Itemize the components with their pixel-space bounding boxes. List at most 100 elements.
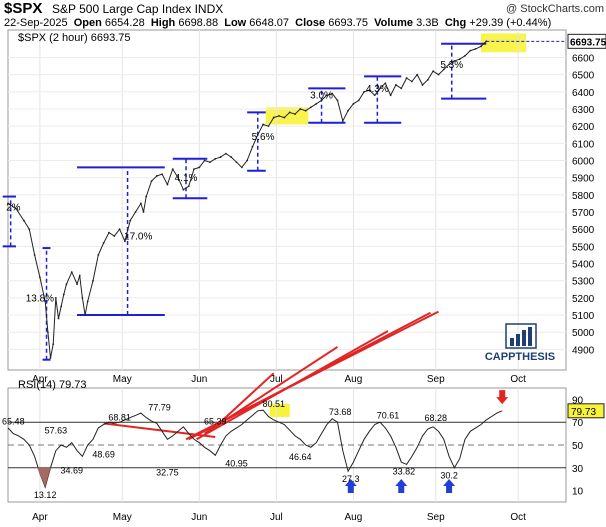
rsi-value-label: 46.64	[289, 452, 312, 462]
rsi-value-label: 48.69	[92, 449, 115, 459]
quote-date: 22-Sep-2025	[4, 17, 68, 29]
price-point	[139, 202, 142, 205]
x-tick-label: Oct	[510, 374, 526, 385]
price-point	[57, 317, 60, 320]
logo-text: CAPPTHESIS	[485, 351, 555, 363]
price-point	[347, 109, 350, 112]
price-point	[70, 271, 73, 274]
rsi-value-label: 33.82	[393, 466, 416, 476]
chart-symbol: $SPX	[4, 0, 43, 17]
price-point	[129, 219, 132, 222]
rsi-trendline	[217, 372, 275, 426]
price-point	[426, 78, 429, 81]
price-point	[352, 102, 355, 105]
x-tick-label: Jun	[191, 374, 207, 385]
rsi-value-label: 73.68	[329, 407, 352, 417]
price-point	[60, 305, 63, 308]
price-point	[28, 228, 31, 231]
price-point	[171, 168, 174, 170]
quote-line: 22-Sep-2025 Open 6654.28 High 6698.88 Lo…	[4, 17, 551, 29]
price-point	[155, 175, 158, 177]
rsi-value-label: 27.3	[342, 474, 360, 484]
price-point	[193, 168, 195, 170]
high-label: High	[150, 17, 176, 29]
move-percent-label: 2%	[6, 202, 21, 213]
price-point	[278, 114, 280, 117]
grid-layer	[7, 29, 567, 503]
price-point	[416, 73, 419, 76]
rsi-value-label: 68.28	[425, 413, 448, 423]
price-point	[410, 80, 413, 83]
volume-value: 3.3B	[416, 17, 439, 29]
chg-label: Chg	[444, 17, 467, 29]
x-tick-label: Oct	[510, 512, 526, 523]
sell-arrow	[496, 390, 509, 405]
series-layer	[7, 40, 503, 489]
rsi-value-label: 77.79	[148, 402, 171, 412]
rsi-tick-label: 70	[572, 418, 584, 429]
rsi-value-label: 32.75	[156, 468, 179, 478]
price-point	[432, 70, 435, 73]
price-point	[442, 68, 445, 71]
x-tick-label: May	[113, 512, 132, 523]
low-value: 6648.07	[249, 17, 290, 29]
price-point	[33, 254, 36, 256]
last-price-label: 6693.75	[570, 37, 606, 48]
x-tick-label: Apr	[32, 374, 48, 385]
move-percent-label: 5.6%	[252, 132, 275, 143]
price-point	[341, 120, 344, 122]
price-legend: $SPX (2 hour) 6693.75	[18, 32, 131, 44]
price-panel-frame	[7, 29, 567, 371]
price-point	[81, 296, 84, 299]
text-layer: Apr Apr May May Jun Jun Jul Jul Aug Aug Sep Sep Oct O…	[2, 33, 606, 523]
y-tick-label: 4900	[572, 345, 595, 356]
price-point	[310, 106, 312, 109]
price-point	[102, 242, 105, 244]
x-tick-label: Sep	[427, 374, 445, 385]
y-tick-label: 6100	[572, 139, 595, 150]
price-point	[23, 219, 25, 222]
y-tick-label: 5000	[572, 328, 595, 339]
y-tick-label: 5300	[572, 277, 595, 288]
last-rsi-box	[567, 403, 605, 419]
price-point	[336, 99, 339, 102]
price-point	[203, 159, 206, 162]
price-point	[92, 279, 94, 282]
price-point	[246, 159, 249, 162]
price-point	[166, 183, 169, 186]
x-tick-label: Aug	[345, 374, 363, 385]
close-label: Close	[295, 17, 326, 29]
marks-layer	[2, 40, 566, 494]
price-point	[469, 49, 472, 52]
price-point	[283, 116, 286, 119]
x-tick-label: Sep	[427, 512, 445, 523]
x-tick-label: Jul	[270, 512, 283, 523]
price-point	[448, 63, 450, 66]
rsi-oversold-fill	[37, 467, 51, 488]
price-point	[224, 152, 227, 155]
exchange-name: INDX	[194, 2, 224, 16]
price-point	[145, 195, 148, 198]
y-tick-label: 5700	[572, 208, 595, 219]
price-point	[251, 145, 254, 148]
price-point	[294, 113, 296, 116]
rsi-value-label: 80.51	[262, 399, 285, 409]
price-point	[219, 156, 222, 158]
price-point	[485, 40, 488, 43]
high-value: 6698.88	[178, 17, 219, 29]
y-tick-label: 6400	[572, 88, 595, 99]
x-tick-label: May	[113, 374, 132, 385]
price-point	[379, 87, 381, 90]
price-point	[78, 274, 81, 277]
rsi-value-label: 68.81	[108, 413, 131, 423]
y-tick-label: 5500	[572, 242, 595, 253]
y-tick-label: 5100	[572, 311, 595, 322]
move-percent-label: 17.0%	[124, 231, 152, 242]
price-point	[453, 60, 456, 62]
price-point	[54, 296, 57, 299]
x-tick-label: Apr	[32, 512, 48, 523]
price-point	[288, 111, 291, 114]
close-value: 6693.75	[328, 17, 368, 29]
highlight-box	[480, 33, 527, 53]
